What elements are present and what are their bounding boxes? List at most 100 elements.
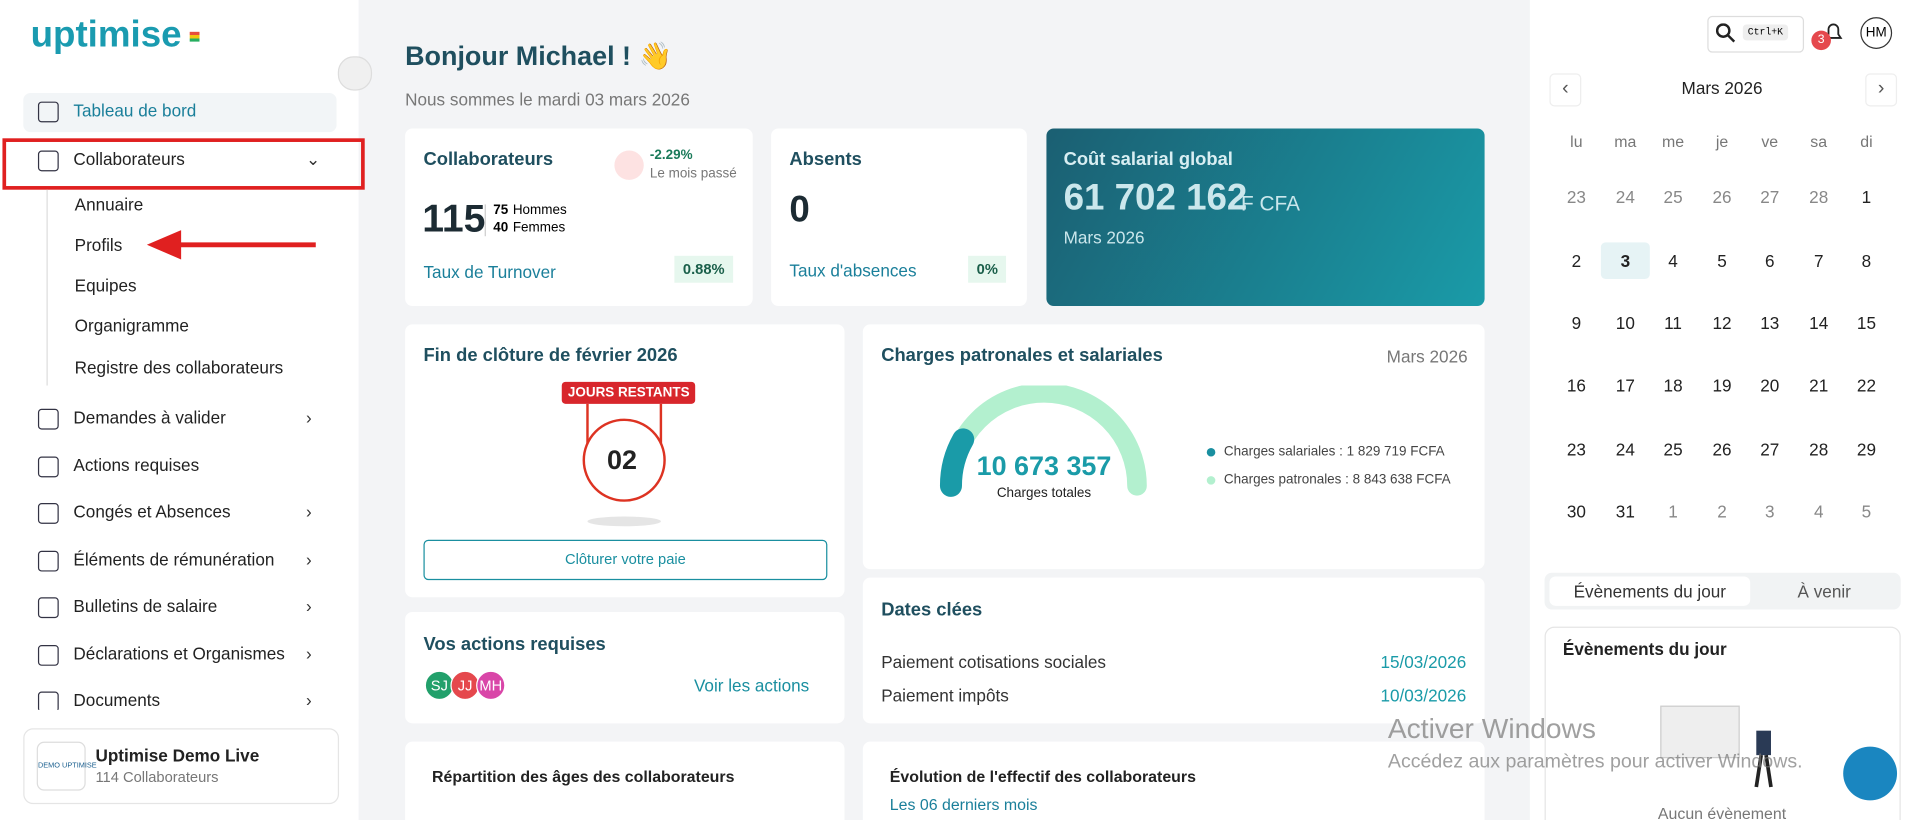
day[interactable]: 6 xyxy=(1764,250,1775,271)
sidebar xyxy=(0,0,359,820)
day[interactable]: 12 xyxy=(1712,313,1732,333)
nav-item[interactable]: Éléments de rémunération xyxy=(73,549,275,570)
day[interactable]: 15 xyxy=(1856,313,1876,333)
day[interactable]: 24 xyxy=(1615,187,1635,207)
day[interactable]: 8 xyxy=(1861,250,1872,271)
avatar[interactable]: HM xyxy=(1860,17,1893,49)
day[interactable]: 7 xyxy=(1813,250,1824,271)
weekday: sa xyxy=(1810,132,1828,151)
nav-item[interactable]: Congés et Absences xyxy=(73,501,231,522)
card-subtitle: Les 06 derniers mois xyxy=(889,795,1038,814)
day[interactable]: 14 xyxy=(1809,313,1829,333)
nav-item[interactable]: Tableau de bord xyxy=(73,100,197,120)
nav-item[interactable]: Bulletins de salaire xyxy=(73,596,218,616)
day[interactable]: 21 xyxy=(1809,375,1829,396)
day[interactable]: 2 xyxy=(1571,250,1582,271)
day[interactable]: 30 xyxy=(1566,501,1586,522)
card-title: Répartition des âges des collaborateurs xyxy=(432,767,735,786)
chat-button[interactable] xyxy=(1843,746,1898,801)
collapse-button[interactable] xyxy=(337,56,373,91)
nav-icon xyxy=(37,101,59,123)
day[interactable]: 27 xyxy=(1760,187,1780,207)
tab-active[interactable]: Évènements du jour xyxy=(1549,576,1751,606)
absents: 0 xyxy=(789,189,810,231)
day[interactable]: 25 xyxy=(1663,187,1683,207)
day[interactable]: 1 xyxy=(1668,501,1678,522)
day[interactable]: 24 xyxy=(1615,439,1635,459)
prev-month[interactable]: ‹ xyxy=(1549,73,1582,107)
day[interactable]: 25 xyxy=(1663,439,1683,459)
total: 115 xyxy=(422,195,486,240)
card-title: Dates clées xyxy=(881,599,983,621)
chevron: › xyxy=(305,407,312,428)
day[interactable]: 9 xyxy=(1571,313,1582,333)
date-value: 10/03/2026 xyxy=(1380,685,1467,705)
company-card[interactable] xyxy=(23,728,340,805)
day[interactable]: 20 xyxy=(1760,375,1780,396)
subnav-item[interactable]: Annuaire xyxy=(74,194,144,215)
nav-icon xyxy=(37,644,59,666)
day[interactable]: 5 xyxy=(1861,501,1872,522)
logo: uptimise xyxy=(30,14,182,56)
nav-item[interactable]: Documents xyxy=(73,690,161,710)
subnav-item[interactable]: Registre des collaborateurs xyxy=(74,357,284,377)
day[interactable]: 18 xyxy=(1663,375,1683,396)
change: -2.29% xyxy=(649,148,693,163)
subnav-item[interactable]: Organigramme xyxy=(74,315,189,336)
nav-icon xyxy=(37,503,59,524)
day[interactable]: 1 xyxy=(1861,187,1872,207)
day[interactable]: 27 xyxy=(1760,439,1780,459)
day[interactable]: 4 xyxy=(1668,250,1678,271)
day[interactable]: 5 xyxy=(1717,250,1727,271)
day[interactable]: 28 xyxy=(1809,187,1829,207)
action-avatar: SJ xyxy=(424,670,455,701)
subnav-item[interactable]: Profils xyxy=(74,234,123,255)
day[interactable]: 26 xyxy=(1712,187,1732,207)
nav-icon xyxy=(37,597,59,619)
bell[interactable] xyxy=(1822,21,1844,43)
card-title: Fin de clôture de février 2026 xyxy=(423,345,678,366)
weekday: ma xyxy=(1614,132,1637,151)
nav-icon xyxy=(37,408,59,430)
day[interactable]: 3 xyxy=(1620,250,1631,271)
day[interactable]: 26 xyxy=(1712,439,1732,459)
divider xyxy=(484,204,486,237)
day[interactable]: 2 xyxy=(1717,501,1727,522)
nav-item[interactable]: Collaborateurs xyxy=(73,149,185,169)
arrow xyxy=(146,230,316,260)
chevron: ⌄ xyxy=(305,149,321,169)
actions-link[interactable]: Voir les actions xyxy=(693,675,810,696)
close-button[interactable]: Clôturer votre paie xyxy=(423,539,828,581)
day[interactable]: 4 xyxy=(1813,501,1824,522)
nav-item[interactable]: Demandes à valider xyxy=(73,407,226,428)
day[interactable]: 28 xyxy=(1809,439,1829,459)
tab[interactable]: À venir xyxy=(1797,581,1851,601)
nav-item[interactable]: Déclarations et Organismes xyxy=(73,643,285,664)
chevron: › xyxy=(305,690,312,710)
nav-item[interactable]: Actions requises xyxy=(73,455,200,475)
day[interactable]: 17 xyxy=(1615,375,1635,396)
weekday: me xyxy=(1662,132,1685,151)
day[interactable]: 29 xyxy=(1856,439,1876,459)
day[interactable]: 3 xyxy=(1764,501,1775,522)
day[interactable]: 19 xyxy=(1712,375,1732,396)
card xyxy=(405,741,845,820)
events-empty: Aucun évènement xyxy=(1657,804,1787,820)
company-logo: DEMO UPTIMISE xyxy=(36,741,97,791)
subnav-item[interactable]: Equipes xyxy=(74,275,137,295)
gauge-label: Charges totales xyxy=(996,485,1092,501)
day[interactable]: 22 xyxy=(1856,375,1876,396)
day[interactable]: 16 xyxy=(1566,375,1586,396)
day[interactable]: 31 xyxy=(1615,501,1635,522)
next-month[interactable]: › xyxy=(1865,73,1898,107)
countdown xyxy=(582,403,666,527)
search[interactable] xyxy=(1707,15,1805,53)
day[interactable]: 23 xyxy=(1566,187,1586,207)
day[interactable]: 11 xyxy=(1664,313,1682,333)
legend-item: Charges patronales : 8 843 638 FCFA xyxy=(1223,472,1451,488)
day[interactable]: 10 xyxy=(1615,313,1635,333)
day[interactable]: 13 xyxy=(1760,313,1780,333)
card-title: Absents xyxy=(789,149,862,171)
turnover-label: Taux de Turnover xyxy=(423,261,556,282)
day[interactable]: 23 xyxy=(1566,439,1586,459)
